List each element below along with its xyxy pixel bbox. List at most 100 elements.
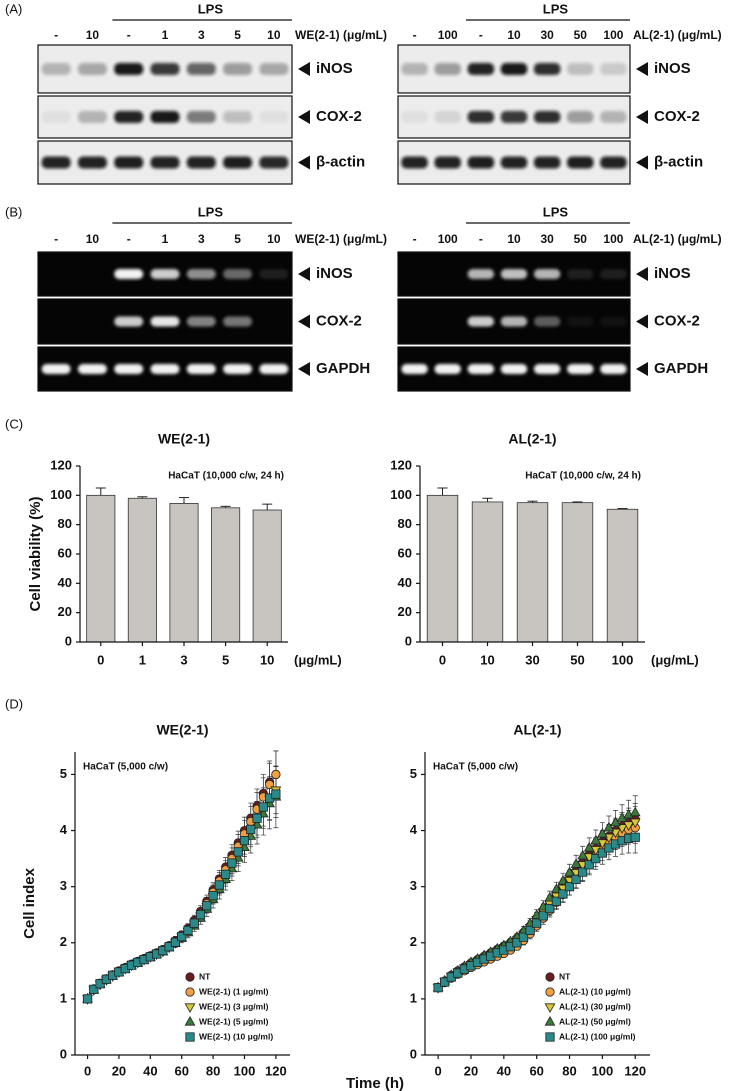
bar — [426, 494, 459, 643]
marker — [214, 880, 224, 890]
marker — [177, 932, 187, 942]
band — [77, 156, 107, 169]
annotation: HaCaT (10,000 c/w, 24 h) — [168, 471, 284, 482]
y-tick-label: 80 — [398, 516, 412, 531]
x-tick-label: 40 — [497, 1063, 511, 1078]
band — [150, 156, 180, 169]
band — [500, 316, 528, 327]
legend-marker — [184, 1015, 196, 1026]
band — [186, 316, 216, 327]
row-label: β-actin — [316, 153, 365, 170]
marker — [538, 911, 548, 921]
legend-label: NT — [559, 971, 571, 981]
marker — [202, 901, 212, 911]
band — [600, 364, 627, 374]
band — [533, 269, 561, 279]
band — [186, 63, 216, 75]
marker — [629, 818, 641, 829]
band — [223, 111, 253, 123]
marker — [518, 932, 529, 942]
lane-label: 100 — [603, 232, 623, 246]
x-tick-label: 100 — [592, 1063, 614, 1078]
marker — [208, 891, 218, 901]
band — [467, 316, 495, 327]
band — [467, 269, 495, 279]
lane-label: 10 — [507, 232, 521, 246]
y-axis-label: Cell index — [21, 867, 38, 939]
lane-label: - — [413, 28, 417, 42]
panel-label: (B) — [5, 204, 22, 219]
x-tick-label: 5 — [222, 652, 229, 667]
lane-label: 30 — [540, 28, 554, 42]
lane-label: - — [127, 232, 131, 246]
legend-label: AL(2-1) (30 μg/ml) — [559, 1001, 631, 1011]
group-label: LPS — [198, 204, 224, 219]
x-tick-label: 20 — [464, 1063, 478, 1078]
band — [41, 63, 71, 75]
marker — [623, 821, 635, 831]
x-tick-label: 40 — [143, 1063, 157, 1078]
x-tick-label: 80 — [562, 1063, 576, 1078]
bar — [169, 502, 199, 643]
band — [259, 269, 289, 279]
bar — [606, 508, 639, 643]
arrow — [636, 267, 648, 281]
band — [223, 364, 253, 374]
arrow — [636, 155, 648, 170]
lane-label: - — [127, 28, 131, 42]
marker — [512, 938, 522, 948]
treatment-label: WE(2-1) (μg/mL) — [295, 28, 387, 42]
y-tick-label: 60 — [398, 545, 412, 560]
band — [150, 111, 180, 123]
bar — [471, 501, 504, 643]
band — [114, 316, 144, 327]
x-axis-label: Time (h) — [346, 1075, 404, 1091]
band — [600, 63, 627, 75]
band — [77, 364, 107, 374]
band — [500, 63, 528, 75]
annotation: HaCaT (5,000 c/w) — [83, 762, 168, 773]
marker — [603, 821, 615, 832]
marker — [183, 925, 193, 936]
row-label: COX-2 — [654, 108, 700, 125]
band — [500, 364, 528, 374]
y-tick-label: 120 — [390, 457, 412, 472]
arrow — [636, 362, 648, 376]
y-tick-label: 3 — [410, 878, 417, 893]
y-tick-label: 0 — [405, 633, 412, 648]
band — [150, 364, 180, 374]
marker — [596, 827, 608, 838]
y-tick-label: 20 — [58, 604, 72, 619]
band — [434, 156, 461, 169]
band — [533, 316, 561, 327]
y-tick-label: 20 — [398, 604, 412, 619]
panel-label: (C) — [5, 416, 23, 431]
marker — [258, 802, 268, 812]
lane-label: - — [479, 28, 483, 42]
x-unit: (μg/mL) — [651, 652, 699, 667]
annotation: HaCaT (5,000 c/w) — [433, 762, 518, 773]
band — [600, 111, 627, 123]
x-tick-label: 10 — [480, 652, 494, 667]
marker — [558, 889, 568, 899]
legend-label: WE(2-1) (5 μg/ml) — [199, 1016, 269, 1026]
band — [259, 63, 289, 75]
legend-marker — [185, 972, 195, 982]
marker — [82, 994, 93, 1004]
y-tick-label: 0 — [60, 1046, 67, 1061]
marker — [89, 984, 99, 994]
legend-label: AL(2-1) (50 μg/ml) — [559, 1016, 631, 1026]
group-label: LPS — [198, 1, 224, 16]
band — [114, 269, 144, 279]
lane-label: 100 — [438, 232, 458, 246]
band — [467, 111, 495, 123]
x-tick-label: 10 — [260, 652, 274, 667]
band — [434, 63, 461, 75]
band — [500, 111, 528, 123]
marker — [170, 937, 181, 947]
band — [186, 269, 216, 279]
x-tick-label: 100 — [612, 652, 634, 667]
band — [186, 364, 216, 374]
bar — [127, 497, 157, 643]
